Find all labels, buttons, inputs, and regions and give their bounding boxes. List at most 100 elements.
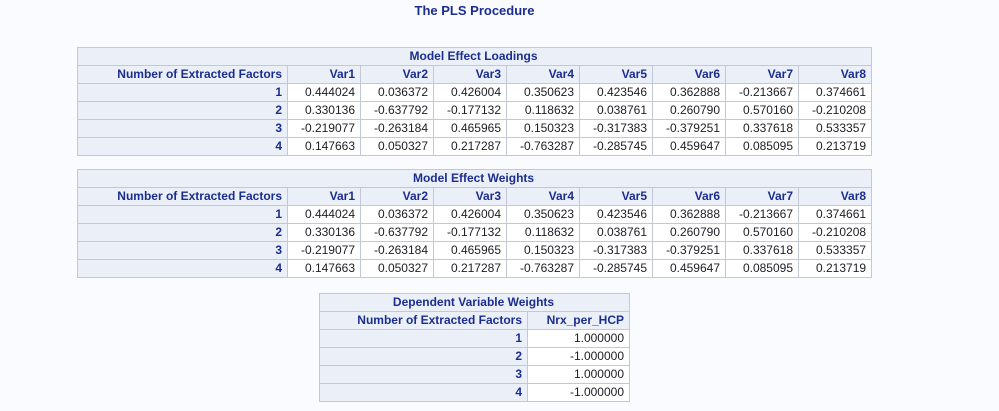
factor-cell: 2 [319, 347, 528, 366]
factor-cell: 1 [77, 205, 288, 224]
column-header: Var5 [579, 65, 653, 84]
data-cell: -0.637792 [360, 223, 434, 242]
data-cell: 0.374661 [797, 83, 873, 102]
row-header-label: Number of Extracted Factors [319, 311, 528, 330]
table-title-row: Model Effect Weights [76, 169, 873, 188]
data-cell: -0.263184 [360, 241, 434, 260]
column-header: Var4 [506, 65, 580, 84]
column-header: Var3 [433, 65, 507, 84]
data-cell: 0.260790 [652, 101, 726, 120]
factor-cell: 1 [77, 83, 288, 102]
data-cell: 1.000000 [527, 329, 630, 348]
data-cell: 0.038761 [579, 101, 653, 120]
column-header: Nrx_per_HCP [527, 311, 630, 330]
data-cell: 0.444024 [287, 83, 361, 102]
data-cell: -0.219077 [287, 241, 361, 260]
table-row: 1 1.000000 [319, 329, 630, 348]
data-cell: 0.217287 [433, 137, 507, 156]
table-row: 4 -1.000000 [319, 383, 630, 402]
factor-cell: 3 [77, 241, 288, 260]
table-row: 3 -0.219077 -0.263184 0.465965 0.150323 … [77, 241, 873, 260]
factor-cell: 1 [319, 329, 528, 348]
table-row: 2 0.330136 -0.637792 -0.177132 0.118632 … [77, 101, 873, 120]
column-header: Var2 [360, 187, 434, 206]
data-cell: 0.150323 [506, 241, 580, 260]
data-cell: 0.533357 [797, 241, 873, 260]
data-cell: 0.217287 [433, 259, 507, 278]
row-header-label: Number of Extracted Factors [77, 65, 288, 84]
column-header: Var8 [797, 187, 873, 206]
data-cell: 0.423546 [579, 205, 653, 224]
data-cell: -0.379251 [652, 119, 726, 138]
table-row: 1 0.444024 0.036372 0.426004 0.350623 0.… [77, 83, 873, 102]
data-cell: -1.000000 [527, 383, 630, 402]
data-cell: 0.570160 [725, 101, 799, 120]
column-header: Var7 [725, 65, 799, 84]
column-header: Var3 [433, 187, 507, 206]
data-cell: -0.177132 [433, 223, 507, 242]
factor-cell: 3 [77, 119, 288, 138]
column-header-row: Number of Extracted Factors Var1 Var2 Va… [77, 187, 873, 206]
table-row: 2 -1.000000 [319, 347, 630, 366]
data-cell: -0.763287 [506, 137, 580, 156]
data-cell: 0.426004 [433, 83, 507, 102]
model-effect-loadings-table: Model Effect Loadings Number of Extracte… [76, 47, 873, 156]
factor-cell: 2 [77, 101, 288, 120]
data-cell: 0.050327 [360, 137, 434, 156]
data-cell: -0.379251 [652, 241, 726, 260]
factor-cell: 4 [77, 137, 288, 156]
column-header: Var6 [652, 65, 726, 84]
data-cell: -0.210208 [797, 101, 873, 120]
table-title-row: Dependent Variable Weights [319, 293, 630, 312]
row-header-label: Number of Extracted Factors [77, 187, 288, 206]
table-title: Model Effect Weights [76, 169, 873, 188]
column-header: Var1 [287, 187, 361, 206]
data-cell: 0.459647 [652, 137, 726, 156]
data-cell: -0.285745 [579, 137, 653, 156]
data-cell: 0.036372 [360, 205, 434, 224]
data-cell: -0.285745 [579, 259, 653, 278]
factor-cell: 4 [77, 259, 288, 278]
data-cell: -0.219077 [287, 119, 361, 138]
page-title: The PLS Procedure [414, 3, 535, 18]
data-cell: 0.459647 [652, 259, 726, 278]
data-cell: 0.362888 [652, 83, 726, 102]
data-cell: -0.317383 [579, 119, 653, 138]
data-cell: 0.350623 [506, 83, 580, 102]
column-header: Var1 [287, 65, 361, 84]
data-cell: 0.570160 [725, 223, 799, 242]
data-cell: 0.150323 [506, 119, 580, 138]
column-header: Var5 [579, 187, 653, 206]
data-cell: 0.350623 [506, 205, 580, 224]
table-row: 3 -0.219077 -0.263184 0.465965 0.150323 … [77, 119, 873, 138]
column-header: Var6 [652, 187, 726, 206]
table-row: 4 0.147663 0.050327 0.217287 -0.763287 -… [77, 259, 873, 278]
data-cell: 0.038761 [579, 223, 653, 242]
data-cell: -0.213667 [725, 83, 799, 102]
data-cell: 0.260790 [652, 223, 726, 242]
data-cell: 0.147663 [287, 137, 361, 156]
table-title-row: Model Effect Loadings [76, 47, 873, 66]
data-cell: 0.118632 [506, 223, 580, 242]
data-cell: -1.000000 [527, 347, 630, 366]
data-cell: -0.210208 [797, 223, 873, 242]
data-cell: 0.444024 [287, 205, 361, 224]
data-cell: -0.177132 [433, 101, 507, 120]
data-cell: -0.263184 [360, 119, 434, 138]
data-cell: 0.330136 [287, 223, 361, 242]
factor-cell: 4 [319, 383, 528, 402]
column-header: Var7 [725, 187, 799, 206]
data-cell: -0.317383 [579, 241, 653, 260]
data-cell: 0.050327 [360, 259, 434, 278]
table-row: 3 1.000000 [319, 365, 630, 384]
dependent-variable-weights-table: Dependent Variable Weights Number of Ext… [319, 293, 630, 402]
column-header-row: Number of Extracted Factors Var1 Var2 Va… [77, 65, 873, 84]
table-row: 2 0.330136 -0.637792 -0.177132 0.118632 … [77, 223, 873, 242]
data-cell: -0.763287 [506, 259, 580, 278]
data-cell: 0.337618 [725, 241, 799, 260]
column-header: Var2 [360, 65, 434, 84]
data-cell: 0.337618 [725, 119, 799, 138]
table-row: 1 0.444024 0.036372 0.426004 0.350623 0.… [77, 205, 873, 224]
data-cell: 0.085095 [725, 259, 799, 278]
